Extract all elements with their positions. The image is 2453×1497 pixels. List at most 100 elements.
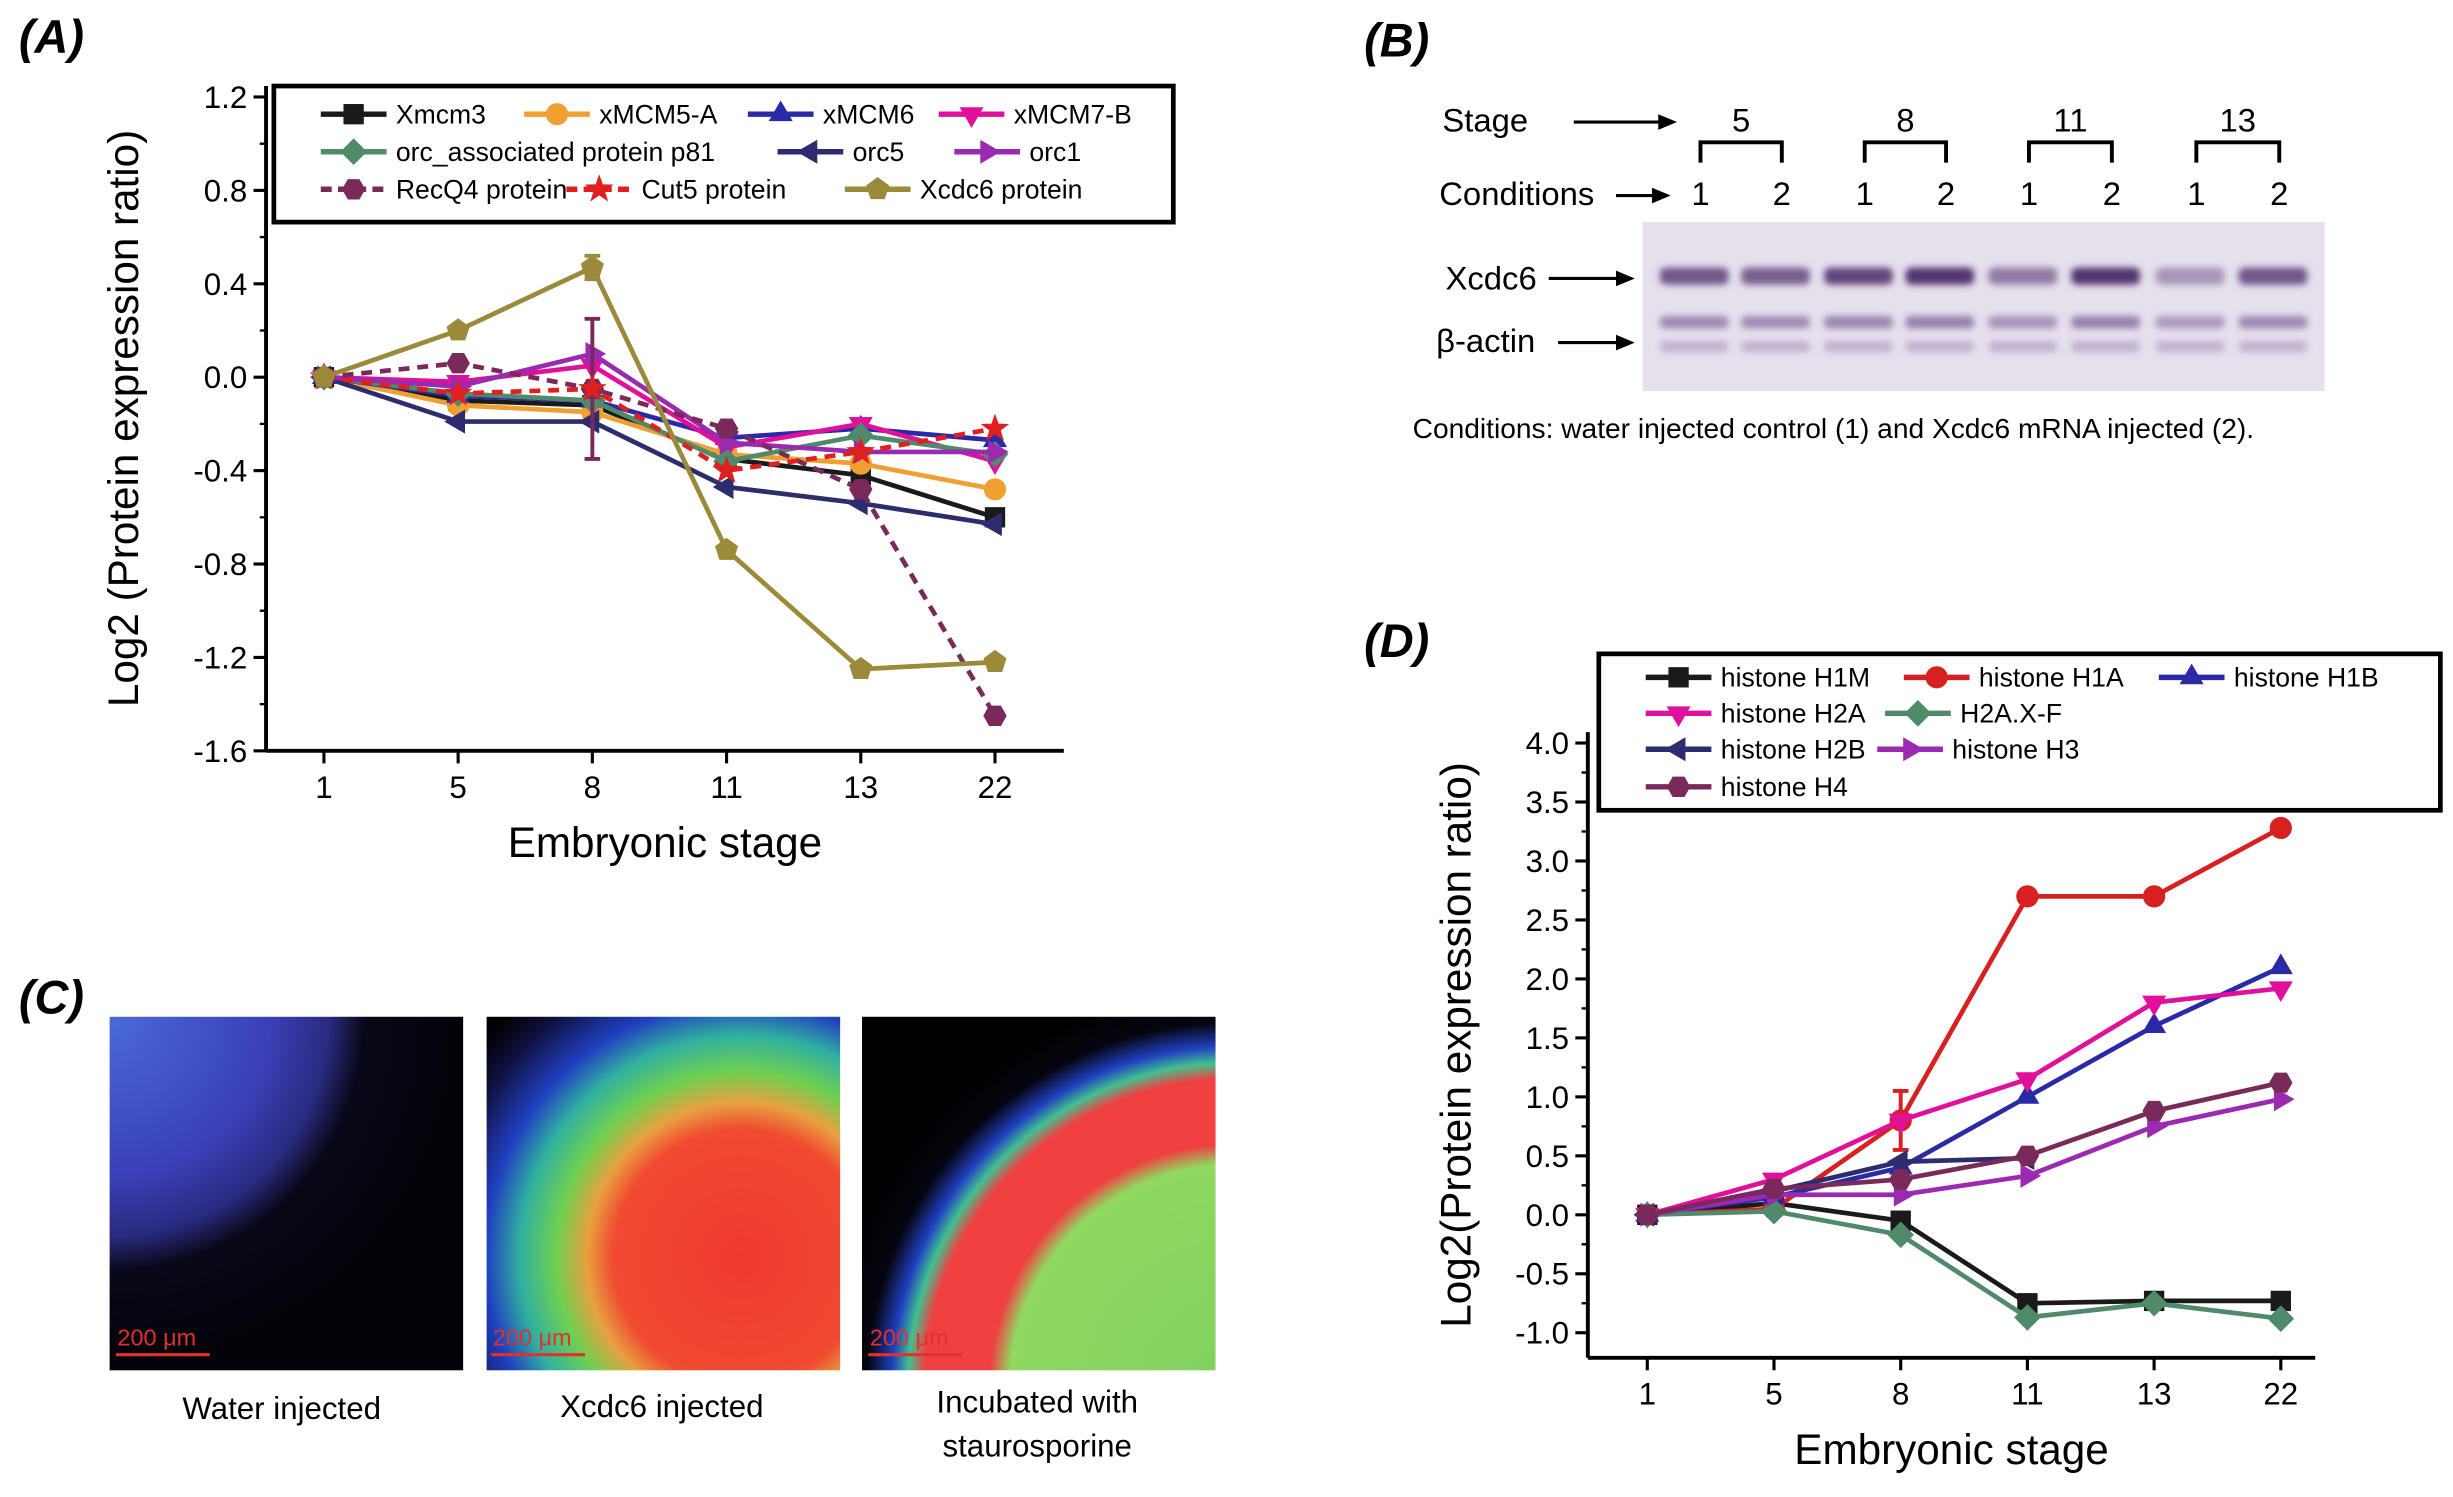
series-histone-h1b <box>1635 953 2293 1222</box>
x-tick-label: 8 <box>584 770 601 805</box>
condition-number: 2 <box>1937 175 1955 212</box>
pentagon-marker <box>715 537 739 560</box>
legend-label: histone H2A <box>1721 699 1866 729</box>
tri-down-marker <box>1666 706 1691 728</box>
legend-label: histone H1M <box>1721 663 1870 693</box>
y-tick-label: 2.5 <box>1526 903 1569 938</box>
legend-entry: Xcdc6 protein <box>844 175 1083 205</box>
conditions-arrowhead <box>1651 187 1671 204</box>
panel-d-label: (D) <box>1364 615 1429 667</box>
condition-number: 2 <box>1773 175 1791 212</box>
legend-label: Xcdc6 protein <box>920 175 1083 205</box>
x-tick-label: 8 <box>1892 1377 1909 1412</box>
tri-left-marker <box>1886 1149 1908 1174</box>
tri-left-marker <box>1664 737 1686 762</box>
actin-band-lower <box>2238 341 2308 352</box>
tri-up-marker <box>2142 1012 2167 1034</box>
image-staurosporine <box>862 1016 1216 1371</box>
circle-marker <box>2016 885 2039 908</box>
actin-band-upper <box>2238 315 2308 329</box>
stage-number: 8 <box>1896 101 1914 138</box>
legend-label: histone H1A <box>1979 663 2124 693</box>
series-line <box>323 360 998 718</box>
actin-band-lower <box>1988 341 2058 352</box>
fluorescence-panel: 200 μm 200 μm 200 μm Water injected Xcdc… <box>109 1016 1216 1463</box>
xcdc6-band <box>2155 267 2225 285</box>
actin-band-lower <box>1824 341 1893 352</box>
condition-number: 1 <box>2020 175 2038 212</box>
y-tick-label: 3.5 <box>1526 785 1569 820</box>
chart-d: 4.0 3.5 3.0 2.5 2.0 1.5 1.0 0.5 0.0 -0.5 -1.0 1 5 8 11… <box>1433 651 2443 1473</box>
scale-bar-2: 200 μm <box>491 1324 586 1357</box>
tri-up-marker <box>2015 1083 2040 1104</box>
condition-number: 2 <box>2103 175 2121 212</box>
legend-entry: histone H2A <box>1645 699 1866 729</box>
series-line <box>1647 1200 2281 1306</box>
image-xcdc6-injected <box>486 1016 841 1371</box>
actin-band-lower <box>1905 341 1975 352</box>
star-marker <box>712 455 741 483</box>
legend-entry: histone H1M <box>1645 663 1870 693</box>
y-axis-title: Log2(Protein expression ratio) <box>1433 762 1480 1328</box>
xcdc6-band <box>2071 267 2141 285</box>
series-line <box>1646 1096 2282 1218</box>
legend-label: histone H2B <box>1721 735 1866 765</box>
stage-arrowhead <box>1658 114 1678 130</box>
legend-entry: histone H3 <box>1877 735 2079 765</box>
xcdc6-arrowhead <box>1616 270 1635 287</box>
circle-marker <box>1925 666 1948 689</box>
series-xcdc6-protein <box>312 253 1007 680</box>
actin-band-upper <box>1988 315 2058 329</box>
hexagon-marker <box>1666 776 1691 797</box>
x-tick-label: 5 <box>1765 1377 1782 1412</box>
actin-band-upper <box>1659 315 1729 329</box>
circle-marker <box>983 478 1007 501</box>
scale-bar-label: 200 μm <box>117 1324 196 1350</box>
x-tick-label: 5 <box>449 770 466 805</box>
tri-up-marker <box>2268 953 2293 975</box>
scale-bar-1: 200 μm <box>115 1324 210 1357</box>
blot-caption: Conditions: water injected control (1) a… <box>1413 413 2254 444</box>
xcdc6-band <box>1988 267 2058 285</box>
circle-marker <box>545 103 569 126</box>
diamond-marker <box>2140 1290 2168 1317</box>
legend-box <box>271 83 1176 225</box>
caption-water-injected: Water injected <box>182 1391 381 1426</box>
blot-membrane <box>1642 222 2325 392</box>
diamond-marker <box>847 422 875 449</box>
pentagon-marker <box>446 318 470 341</box>
y-tick-label: -1.2 <box>193 640 247 675</box>
legend-label: H2A.X-F <box>1960 699 2062 729</box>
y-tick-label: 0.0 <box>204 360 247 395</box>
actin-band-upper <box>2071 315 2141 329</box>
scale-bar-label: 200 μm <box>493 1324 572 1350</box>
legend-entry: xMCM5-A <box>524 100 718 130</box>
series-line <box>323 374 996 527</box>
tri-right-marker <box>988 440 1009 464</box>
panel-a-label: (A) <box>19 11 84 63</box>
legend-entry: orc5 <box>777 137 904 167</box>
series-line <box>323 264 996 672</box>
y-tick-label: -0.8 <box>193 547 247 582</box>
y-tick-label: 0.4 <box>204 267 247 302</box>
legend-entry: histone H4 <box>1645 772 1848 802</box>
diamond-marker <box>2014 1304 2041 1331</box>
legend-entry: histone H2B <box>1645 735 1866 765</box>
y-axis-title: Log2 (Protein expression ratio) <box>100 130 147 707</box>
y-tick-label: 2.0 <box>1526 962 1569 997</box>
y-tick-label: 1.2 <box>204 80 247 115</box>
star-marker <box>578 373 607 402</box>
actin-band-upper <box>2155 315 2225 329</box>
square-marker <box>343 104 364 125</box>
pentagon-marker <box>580 255 604 278</box>
panel-c-label: (C) <box>19 972 84 1024</box>
hexagon-marker <box>341 179 366 200</box>
legend-label: orc1 <box>1029 137 1081 167</box>
tri-right-marker <box>2020 1164 2042 1188</box>
legend-entry: Xmcm3 <box>320 100 486 130</box>
hexagon-marker <box>1762 1178 1786 1200</box>
actin-band-lower <box>2071 341 2141 352</box>
square-marker <box>1668 667 1689 688</box>
stage-bracket <box>1862 140 1949 163</box>
